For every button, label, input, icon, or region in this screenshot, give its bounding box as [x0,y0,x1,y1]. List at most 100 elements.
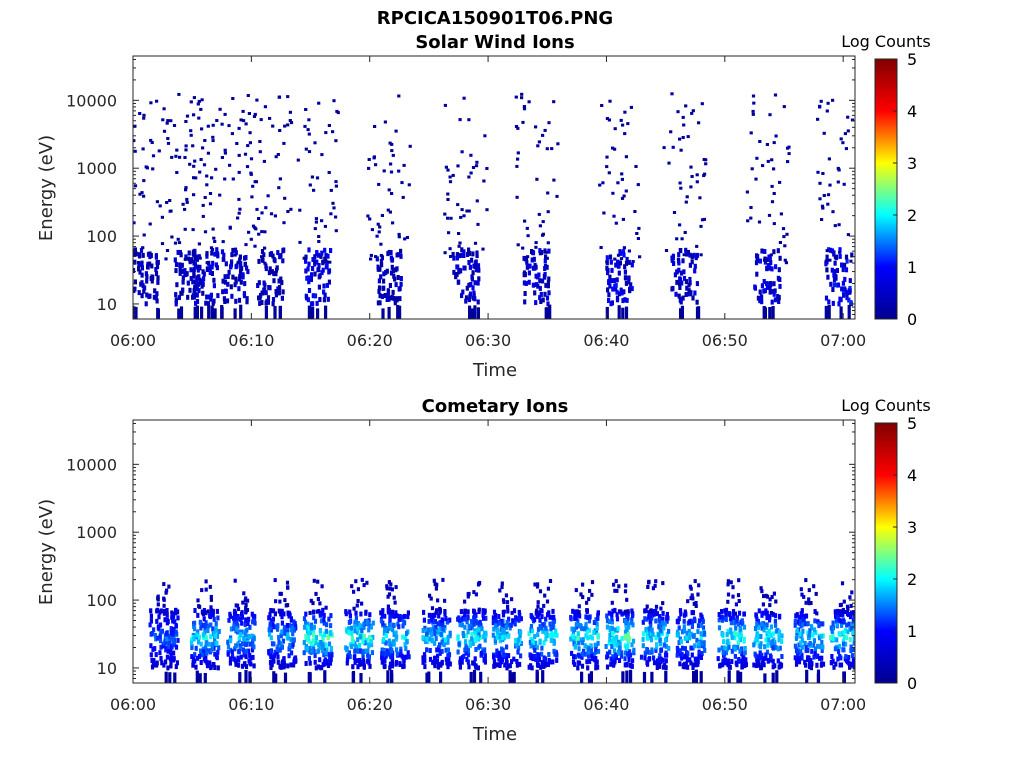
spectrogram-bin [241,109,245,113]
spectrogram-bin [617,291,622,297]
spectrogram-bin [472,669,477,683]
spectrogram-bin [436,598,440,603]
spectrogram-bin [354,615,358,621]
spectrogram-bin [626,631,630,637]
spectrogram-bin [514,95,518,99]
spectrogram-bin [569,615,573,620]
spectrogram-bin [321,662,325,668]
spectrogram-bin [610,619,614,625]
spectrogram-bin [183,156,187,159]
spectrogram-bin [128,247,131,250]
spectrogram-bin [165,249,170,252]
spectrogram-bin [611,638,615,644]
spectrogram-bin [842,292,846,298]
spectrogram-bin [280,280,284,286]
spectrogram-bin [606,267,610,273]
spectrogram-bin [178,266,182,272]
spectrogram-bin [688,632,692,638]
spectrogram-bin [399,281,403,287]
spectrogram-bin [835,608,840,614]
spectrogram-bin [239,279,243,285]
spectrogram-bin [835,268,839,273]
spectrogram-bin [376,264,380,270]
spectrogram-bin [759,634,763,639]
spectrogram-bin [727,644,731,650]
spectrogram-bin [526,255,530,259]
spectrogram-bin [588,614,592,620]
spectrogram-bin [250,633,254,639]
spectrogram-bin [317,648,321,654]
spectrogram-bin [630,262,634,268]
spectrogram-bin [199,158,203,161]
spectrogram-bin [302,640,306,646]
spectrogram-bin [262,280,266,286]
spectrogram-bin [174,629,178,635]
spectrogram-bin [404,646,408,652]
spectrogram-bin [286,632,290,638]
spectrogram-bin [684,104,688,108]
spectrogram-bin [208,660,212,666]
spectrogram-bin [509,622,513,628]
spectrogram-bin [190,257,194,263]
spectrogram-bin [812,654,816,660]
spectrogram-bin [760,589,764,594]
spectrogram-bin [495,632,499,638]
spectrogram-bin [717,647,721,653]
spectrogram-bin [176,249,180,255]
spectrogram-bin [451,173,455,177]
spectrogram-bin [724,607,729,613]
spectrogram-bin [133,184,138,188]
spectrogram-bin [658,637,662,643]
spectrogram-bin [433,612,437,618]
spectrogram-bin [442,642,446,648]
spectrogram-bin [807,635,811,640]
spectrogram-bin [407,654,411,660]
spectrogram-bin [846,629,850,635]
spectrogram-bin [484,615,488,621]
spectrogram-bin [252,663,256,669]
spectrogram-bin [394,282,398,288]
spectrogram-bin [169,649,173,655]
spectrogram-bin [762,627,766,633]
spectrogram-bin [580,654,584,660]
spectrogram-bin [638,255,642,259]
spectrogram-bin [658,641,662,647]
spectrogram-bin [257,217,261,220]
spectrogram-bin [542,655,546,661]
colorbar-tick-label: 1 [907,622,917,641]
spectrogram-bin [320,219,324,223]
spectrogram-bin [446,634,450,640]
spectrogram-bin [352,589,356,594]
spectrogram-bin [539,625,544,631]
spectrogram-bin [358,648,362,654]
spectrogram-bin [501,627,505,633]
spectrogram-bin [469,171,473,175]
spectrogram-bin [839,602,843,607]
spectrogram-bin [829,635,833,640]
spectrogram-bin [774,264,778,270]
spectrogram-bin [800,644,804,650]
spectrogram-bin [184,144,188,148]
x-tick-label: 06:40 [583,695,629,714]
spectrogram-bin [307,288,312,293]
spectrogram-bin [185,114,190,118]
spectrogram-bin [626,651,630,657]
spectrogram-bin [620,636,624,642]
spectrogram-bin [483,659,487,665]
spectrogram-bin [155,298,159,304]
spectrogram-bin [476,635,480,641]
spectrogram-bin [511,618,515,624]
spectrogram-bin [652,655,656,661]
spectrogram-bin [760,294,764,300]
spectrogram-bin [268,651,272,657]
spectrogram-bin [198,619,202,625]
spectrogram-bin [764,593,768,598]
spectrogram-bin [630,617,634,623]
spectrogram-bin [238,254,242,260]
spectrogram-bin [345,628,349,634]
spectrogram-bin [278,177,282,181]
spectrogram-bin [552,638,556,644]
spectrogram-bin [362,583,366,588]
spectrogram-bin [584,621,588,627]
spectrogram-bin [690,652,694,658]
